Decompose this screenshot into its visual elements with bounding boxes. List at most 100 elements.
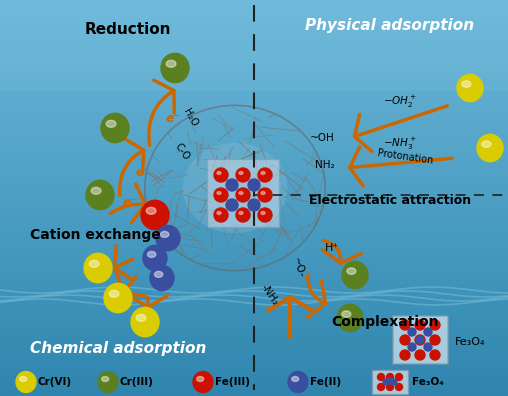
Ellipse shape bbox=[154, 271, 163, 278]
Circle shape bbox=[383, 379, 389, 385]
Circle shape bbox=[236, 208, 250, 222]
Text: Chemical adsorption: Chemical adsorption bbox=[30, 341, 206, 356]
Bar bbox=[0, 171, 508, 179]
Ellipse shape bbox=[16, 371, 36, 392]
Ellipse shape bbox=[161, 231, 169, 237]
Bar bbox=[0, 198, 508, 206]
Bar bbox=[0, 158, 508, 166]
Text: e⁻: e⁻ bbox=[166, 112, 180, 124]
Ellipse shape bbox=[193, 371, 213, 392]
Ellipse shape bbox=[482, 141, 491, 147]
Circle shape bbox=[415, 320, 425, 330]
Bar bbox=[0, 264, 508, 272]
FancyArrowPatch shape bbox=[323, 240, 361, 263]
Bar bbox=[0, 191, 508, 199]
Bar bbox=[0, 152, 508, 160]
Ellipse shape bbox=[477, 134, 503, 162]
FancyArrowPatch shape bbox=[110, 184, 145, 223]
Ellipse shape bbox=[288, 371, 308, 392]
FancyArrowPatch shape bbox=[355, 106, 448, 151]
Bar bbox=[0, 185, 508, 192]
Ellipse shape bbox=[141, 200, 169, 230]
Bar bbox=[0, 126, 508, 133]
Circle shape bbox=[258, 168, 272, 182]
Ellipse shape bbox=[337, 305, 363, 332]
Ellipse shape bbox=[217, 192, 221, 194]
Circle shape bbox=[258, 208, 272, 222]
Circle shape bbox=[415, 335, 425, 345]
FancyArrowPatch shape bbox=[116, 271, 145, 296]
Text: Fe₃O₄: Fe₃O₄ bbox=[455, 337, 486, 347]
Ellipse shape bbox=[86, 180, 114, 210]
Bar bbox=[0, 337, 508, 344]
Circle shape bbox=[424, 328, 432, 336]
Ellipse shape bbox=[161, 53, 189, 83]
Bar bbox=[0, 231, 508, 239]
Bar bbox=[0, 290, 508, 298]
Ellipse shape bbox=[106, 120, 116, 127]
Text: Fe(II): Fe(II) bbox=[310, 377, 341, 387]
Bar bbox=[0, 92, 508, 100]
Ellipse shape bbox=[89, 260, 99, 267]
Circle shape bbox=[258, 188, 272, 202]
Bar bbox=[0, 178, 508, 186]
Bar bbox=[0, 0, 508, 8]
Circle shape bbox=[430, 335, 440, 345]
Text: Fe₃O₄: Fe₃O₄ bbox=[412, 377, 444, 387]
Circle shape bbox=[226, 199, 238, 211]
Bar bbox=[0, 317, 508, 324]
Circle shape bbox=[430, 350, 440, 360]
Bar bbox=[0, 350, 508, 358]
Text: Protonation: Protonation bbox=[376, 148, 433, 166]
Bar bbox=[0, 369, 508, 377]
Bar bbox=[0, 297, 508, 305]
Bar bbox=[0, 145, 508, 153]
Bar bbox=[0, 343, 508, 351]
Bar bbox=[0, 165, 508, 173]
Text: $-NH_3^+$: $-NH_3^+$ bbox=[383, 136, 417, 152]
FancyBboxPatch shape bbox=[372, 370, 408, 394]
Bar bbox=[0, 277, 508, 285]
Bar bbox=[0, 0, 508, 90]
Bar bbox=[0, 284, 508, 291]
Bar bbox=[0, 139, 508, 146]
Ellipse shape bbox=[342, 311, 351, 317]
Bar bbox=[0, 7, 508, 14]
Ellipse shape bbox=[109, 290, 119, 297]
Circle shape bbox=[387, 378, 393, 384]
Circle shape bbox=[400, 350, 410, 360]
FancyArrowPatch shape bbox=[120, 139, 144, 195]
Circle shape bbox=[214, 168, 228, 182]
Bar bbox=[0, 40, 508, 47]
Bar bbox=[0, 244, 508, 252]
Ellipse shape bbox=[146, 207, 156, 214]
Ellipse shape bbox=[136, 314, 146, 321]
Ellipse shape bbox=[261, 211, 265, 215]
Text: e⁻: e⁻ bbox=[122, 196, 138, 209]
Bar bbox=[0, 310, 508, 318]
Ellipse shape bbox=[150, 265, 174, 291]
Circle shape bbox=[416, 336, 424, 344]
Ellipse shape bbox=[98, 371, 118, 392]
Ellipse shape bbox=[84, 253, 112, 283]
Text: Reduction: Reduction bbox=[85, 22, 171, 37]
Bar bbox=[0, 356, 508, 364]
Circle shape bbox=[248, 179, 260, 191]
Text: Electrostatic attraction: Electrostatic attraction bbox=[309, 194, 471, 206]
Bar bbox=[0, 72, 508, 80]
Ellipse shape bbox=[166, 60, 176, 67]
Ellipse shape bbox=[261, 192, 265, 194]
Circle shape bbox=[408, 328, 416, 336]
Ellipse shape bbox=[183, 143, 287, 233]
Text: e⁻: e⁻ bbox=[136, 166, 150, 179]
Ellipse shape bbox=[239, 192, 243, 194]
Bar bbox=[0, 132, 508, 140]
Bar bbox=[0, 257, 508, 265]
Text: ~O-: ~O- bbox=[290, 257, 306, 280]
Bar bbox=[0, 79, 508, 87]
Circle shape bbox=[226, 179, 238, 191]
Circle shape bbox=[387, 373, 394, 381]
Bar bbox=[0, 46, 508, 54]
Bar bbox=[0, 53, 508, 61]
Circle shape bbox=[377, 383, 385, 390]
